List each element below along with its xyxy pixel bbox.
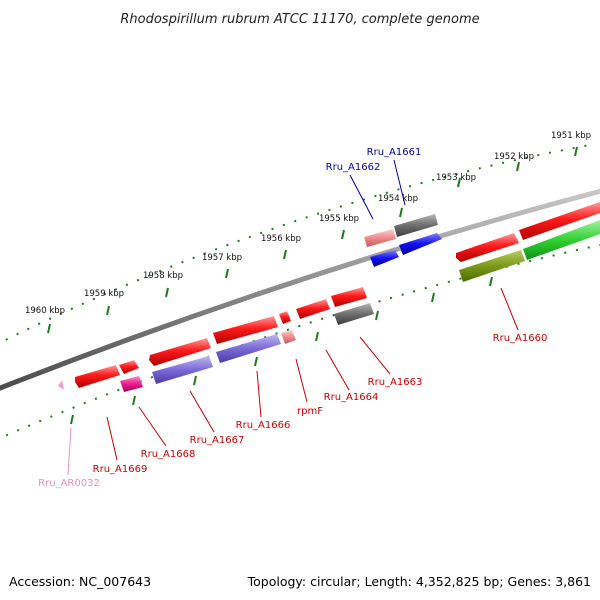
leader-rru-a1663 — [359, 336, 391, 375]
kbp-label: 1959 kbp — [84, 289, 124, 299]
inner-major-ticks — [70, 276, 493, 425]
inner-tick-ring — [0, 244, 600, 439]
kbp-label: 1953 kbp — [436, 173, 476, 183]
accession-text: Accession: NC_007643 — [9, 574, 151, 589]
gene-rru-a1669[interactable] — [75, 365, 120, 388]
leader-rru-a1668 — [138, 406, 167, 447]
gene-rru-a1660[interactable] — [456, 233, 519, 262]
gene-rru-a1666-rev[interactable] — [216, 334, 281, 363]
gene-rru-a1663-rev[interactable] — [334, 303, 374, 325]
leader-rru-a1667 — [189, 390, 215, 433]
outer-major-ticks — [47, 146, 578, 334]
gene-label-rru-a1664[interactable]: Rru_A1664 — [324, 392, 379, 403]
kbp-label: 1958 kbp — [143, 271, 183, 281]
gene-rpmf[interactable] — [279, 311, 291, 324]
gene-label-rru-a1667[interactable]: Rru_A1667 — [190, 435, 245, 446]
gene-rru-a1667-rev[interactable] — [152, 356, 213, 384]
leader-rru-a1661 — [393, 159, 406, 206]
leader-rru-a1666 — [256, 370, 262, 418]
kbp-label: 1951 kbp — [551, 131, 591, 141]
leader-rru-a1660 — [500, 287, 519, 331]
gene-rru-a1662-rev[interactable] — [370, 250, 399, 267]
gene-label-rru-a1661[interactable]: Rru_A1661 — [367, 147, 422, 158]
genome-summary-text: Topology: circular; Length: 4,352,825 bp… — [247, 574, 591, 589]
gene-label-rru-a1668[interactable]: Rru_A1668 — [141, 449, 196, 460]
gene-label-rru-a1666[interactable]: Rru_A1666 — [236, 420, 291, 431]
gene-next-rev[interactable] — [523, 220, 600, 260]
forward-strand-genes — [75, 202, 600, 388]
gene-labels: Rru_A1661 Rru_A1662 Rru_A1660 Rru_A1663 … — [38, 147, 547, 489]
gene-rru-a1666[interactable] — [213, 316, 278, 344]
gene-label-rru-ar0032[interactable]: Rru_AR0032 — [38, 478, 100, 489]
leader-rru-ar0032 — [67, 427, 72, 476]
gene-rpmf-rev[interactable] — [281, 330, 296, 344]
map-title: Rhodospirillum rubrum ATCC 11170, comple… — [120, 12, 479, 27]
gene-label-rpmf[interactable]: rpmF — [297, 406, 323, 417]
leader-rru-a1664 — [325, 349, 350, 391]
gene-next-fwd[interactable] — [519, 202, 600, 240]
kbp-label: 1956 kbp — [261, 234, 301, 244]
gene-rru-a1660-rev[interactable] — [459, 250, 525, 282]
gene-rru-a1661-fwd[interactable] — [394, 214, 438, 237]
kbp-label: 1954 kbp — [378, 194, 418, 204]
kbp-label: 1955 kbp — [319, 214, 359, 224]
kbp-labels: 1951 kbp 1952 kbp 1953 kbp 1954 kbp 1955… — [25, 131, 591, 316]
kbp-label: 1952 kbp — [494, 152, 534, 162]
reverse-strand-genes — [58, 220, 600, 392]
gene-rru-a1663[interactable] — [331, 287, 367, 307]
gene-rru-a1661-rev[interactable] — [399, 233, 442, 255]
genome-backbone — [0, 188, 600, 391]
gene-rru-a1668[interactable] — [119, 360, 139, 374]
gene-label-rru-a1662[interactable]: Rru_A1662 — [326, 162, 381, 173]
kbp-label: 1957 kbp — [202, 253, 242, 263]
leader-rpmf — [295, 358, 308, 403]
leader-rru-a1669 — [106, 416, 118, 461]
leader-lines — [67, 159, 519, 476]
gene-rru-a1662-fwd[interactable] — [364, 229, 396, 247]
kbp-label: 1960 kbp — [25, 306, 65, 316]
leader-rru-a1662 — [349, 174, 374, 220]
gene-label-rru-a1669[interactable]: Rru_A1669 — [93, 464, 148, 475]
gene-rru-a1668-rev[interactable] — [120, 376, 143, 392]
gene-rru-ar0032[interactable] — [58, 380, 64, 390]
gene-rru-a1667[interactable] — [149, 338, 211, 366]
gene-label-rru-a1660[interactable]: Rru_A1660 — [493, 333, 548, 344]
gene-rru-a1664[interactable] — [296, 299, 330, 319]
gene-label-rru-a1663[interactable]: Rru_A1663 — [368, 377, 423, 388]
